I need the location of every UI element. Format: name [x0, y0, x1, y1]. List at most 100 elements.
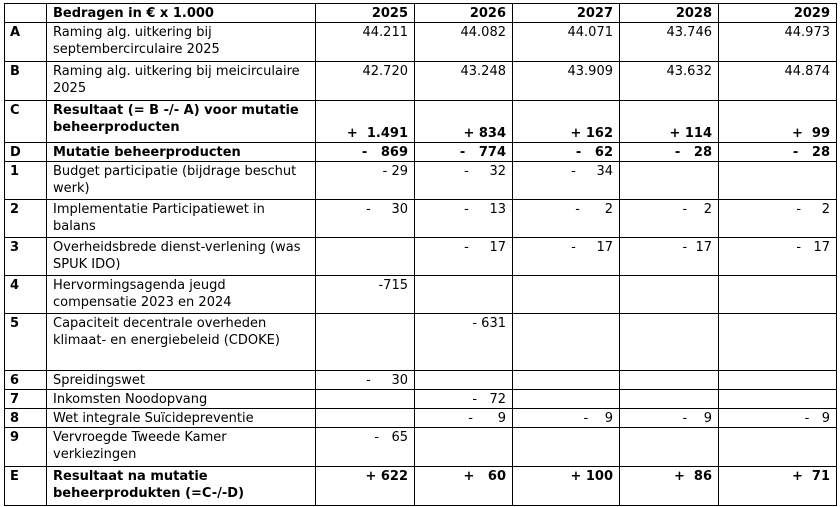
header-year: 2027 — [512, 3, 620, 23]
header-year: 2026 — [414, 3, 513, 23]
row-label: Implementatie Participatiewet in balans — [46, 199, 316, 238]
row-value — [414, 275, 513, 314]
row-value — [315, 237, 415, 276]
row-value: + 834 — [414, 100, 513, 143]
row-label: Inkomsten Noodopvang — [46, 389, 316, 409]
row-value — [718, 427, 837, 467]
row-value: 43.909 — [512, 61, 620, 101]
row-value — [619, 313, 719, 371]
row-value — [619, 389, 719, 409]
row-value: 42.720 — [315, 61, 415, 101]
table-row: 2 Implementatie Participatiewet in balans… — [4, 199, 837, 238]
table-row: 4 Hervormingsagenda jeugd compensatie 202… — [4, 275, 837, 314]
row-value: - 30 — [315, 199, 415, 238]
row-value: - 774 — [414, 142, 513, 162]
row-label: Capaciteit decentrale overheden klimaat-… — [46, 313, 316, 371]
row-value: - 2 — [512, 199, 620, 238]
row-value: - 34 — [512, 161, 620, 200]
row-label: Mutatie beheerproducten — [46, 142, 316, 162]
table-header-row: Bedragen in € x 1.000 2025 2026 2027 202… — [4, 3, 837, 23]
row-value — [619, 427, 719, 467]
table-row: C Resultaat (= B -/- A) voor mutatie behe… — [4, 100, 837, 143]
row-value: - 17 — [718, 237, 837, 276]
row-code: 1 — [4, 161, 47, 200]
row-value: + 1.491 — [315, 100, 415, 143]
header-code — [4, 3, 47, 23]
table-row: D Mutatie beheerproducten - 869- 774- 62- … — [4, 142, 837, 162]
row-value: - 32 — [414, 161, 513, 200]
row-label: Wet integrale Suïcidepreventie — [46, 408, 316, 428]
row-label: Raming alg. uitkering bij septembercircu… — [46, 22, 316, 62]
row-label: Vervroegde Tweede Kamer verkiezingen — [46, 427, 316, 467]
row-value: + 99 — [718, 100, 837, 143]
row-value: 44.973 — [718, 22, 837, 62]
row-value — [718, 161, 837, 200]
row-value — [512, 389, 620, 409]
row-value: - 29 — [315, 161, 415, 200]
row-value: - 72 — [414, 389, 513, 409]
row-value: + 86 — [619, 466, 719, 506]
row-value: - 2 — [718, 199, 837, 238]
row-value: + 114 — [619, 100, 719, 143]
row-value: - 30 — [315, 370, 415, 390]
row-label: Resultaat (= B -/- A) voor mutatie behee… — [46, 100, 316, 143]
row-label: Hervormingsagenda jeugd compensatie 2023… — [46, 275, 316, 314]
row-value — [512, 275, 620, 314]
row-value: - 62 — [512, 142, 620, 162]
row-code: 6 — [4, 370, 47, 390]
row-value — [315, 389, 415, 409]
row-label: Raming alg. uitkering bij meicirculaire … — [46, 61, 316, 101]
row-label: Resultaat na mutatie beheerprodukten (=C… — [46, 466, 316, 506]
row-value: + 162 — [512, 100, 620, 143]
row-code: E — [4, 466, 47, 506]
table-row: 8 Wet integrale Suïcidepreventie - 9- 9- 9… — [4, 408, 837, 428]
header-year: 2028 — [619, 3, 719, 23]
row-code: 2 — [4, 199, 47, 238]
budget-table: Bedragen in € x 1.000 2025 2026 2027 202… — [4, 3, 837, 506]
table-row: 9 Vervroegde Tweede Kamer verkiezingen - 6… — [4, 427, 837, 467]
row-value — [512, 370, 620, 390]
row-value — [512, 313, 620, 371]
row-value — [315, 408, 415, 428]
row-value: 44.082 — [414, 22, 513, 62]
table-row: 7 Inkomsten Noodopvang - 72 — [4, 389, 837, 409]
row-value — [718, 389, 837, 409]
table-row: 5 Capaciteit decentrale overheden klimaat… — [4, 313, 837, 371]
row-value — [619, 275, 719, 314]
row-value — [512, 427, 620, 467]
row-code: 4 — [4, 275, 47, 314]
row-code: 9 — [4, 427, 47, 467]
row-value: + 622 — [315, 466, 415, 506]
row-value: - 28 — [619, 142, 719, 162]
row-value: 43.248 — [414, 61, 513, 101]
row-value: - 869 — [315, 142, 415, 162]
row-code: A — [4, 22, 47, 62]
row-value — [414, 427, 513, 467]
row-value — [718, 313, 837, 371]
table-row: 6 Spreidingswet - 30 — [4, 370, 837, 390]
row-value: - 2 — [619, 199, 719, 238]
row-value: 43.632 — [619, 61, 719, 101]
header-year: 2025 — [315, 3, 415, 23]
row-code: D — [4, 142, 47, 162]
table-row: 3 Overheidsbrede dienst-verlening (was SP… — [4, 237, 837, 276]
row-label: Budget participatie (bijdrage beschut we… — [46, 161, 316, 200]
table-row: A Raming alg. uitkering bij septembercirc… — [4, 22, 837, 62]
row-value — [619, 370, 719, 390]
row-value: 44.211 — [315, 22, 415, 62]
row-value: + 60 — [414, 466, 513, 506]
row-value — [619, 161, 719, 200]
row-value: - 9 — [414, 408, 513, 428]
row-value: 44.071 — [512, 22, 620, 62]
table-row: B Raming alg. uitkering bij meicirculaire… — [4, 61, 837, 101]
row-code: 5 — [4, 313, 47, 371]
header-year: 2029 — [718, 3, 837, 23]
row-value: - 17 — [619, 237, 719, 276]
row-value: - 17 — [414, 237, 513, 276]
row-value: - 9 — [619, 408, 719, 428]
row-value — [315, 313, 415, 371]
table-row: E Resultaat na mutatie beheerprodukten (=… — [4, 466, 837, 506]
row-value: - 631 — [414, 313, 513, 371]
row-value: - 17 — [512, 237, 620, 276]
row-value: + 100 — [512, 466, 620, 506]
